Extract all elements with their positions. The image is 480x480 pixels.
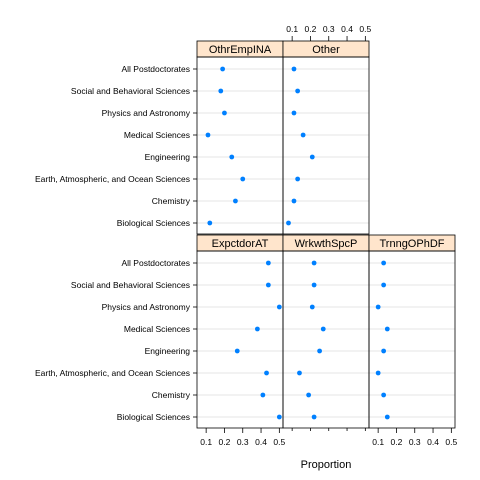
data-point [381,348,387,354]
tick-label: 0.1 [200,437,212,447]
panel-layer: OthrEmpINA Other ExpctdorAT WrkwthSpcP Trnng… [196,40,456,429]
category-label: Biological Sciences [117,218,190,228]
data-point [309,154,315,160]
data-point [265,260,271,266]
category-label: All Postdoctorates [121,64,190,74]
data-point [264,370,269,376]
data-point [297,370,302,376]
data-point [311,414,317,420]
tick-label: 0.1 [372,437,384,447]
tick-label: 0.2 [305,24,317,34]
data-point [311,282,317,288]
category-label: All Postdoctorates [121,258,190,268]
category-label: Medical Sciences [124,130,190,140]
data-point [320,326,326,332]
tick-label: 0.3 [409,437,421,447]
category-labels: Biological Sciences Chemistry Earth, Atmos… [35,64,191,422]
tick-label: 0.2 [219,437,231,447]
axis-ticks: 0.1 0.2 0.3 0.4 0.5 0.1 0.2 0.3 0.4 0.5 0.1 0.2 0.3 0… [193,24,458,447]
data-point [222,110,227,116]
tick-label: 0.2 [391,437,403,447]
panel-strip-label: ExpctdorAT [212,238,269,250]
panel-border [368,250,456,429]
data-point [311,260,317,266]
data-point [234,348,240,354]
data-point [286,220,291,226]
data-point [291,198,297,204]
data-point [306,392,312,398]
tick-label: 0.3 [323,24,335,34]
panel-border [282,250,370,429]
panel-strip-label: OthrEmpINA [209,44,272,56]
panel-strip-label: WrkwthSpcP [295,238,358,250]
data-point [218,88,224,94]
category-label: Medical Sciences [124,324,190,334]
category-label: Physics and Astronomy [102,302,191,312]
category-label: Chemistry [152,196,191,206]
data-point [309,304,315,310]
data-point [375,304,381,310]
data-point [220,66,226,72]
category-label: Biological Sciences [117,412,190,422]
category-label: Engineering [145,346,191,356]
panel-strip-label: TrnngOPhDF [379,238,444,250]
data-point [295,176,301,182]
tick-label: 0.4 [427,437,439,447]
category-label: Earth, Atmospheric, and Ocean Sciences [35,368,190,378]
panel-strip-label: Other [312,44,340,56]
data-point [317,348,322,354]
data-point [291,66,297,72]
data-point [207,220,213,226]
category-label: Engineering [145,152,191,162]
tick-label: 0.5 [359,24,371,34]
tick-label: 0.1 [286,24,298,34]
data-point [260,392,266,398]
data-point [300,132,306,138]
data-point [291,110,297,116]
data-point [381,392,387,398]
data-point [265,282,271,288]
tick-label: 0.3 [237,437,249,447]
category-label: Physics and Astronomy [102,108,191,118]
data-point [381,282,387,288]
tick-label: 0.4 [341,24,353,34]
category-label: Social and Behavioral Sciences [71,280,190,290]
category-label: Social and Behavioral Sciences [71,86,190,96]
data-point [276,304,282,310]
tick-label: 0.5 [273,437,285,447]
panel-border [282,56,370,235]
data-point [384,326,390,332]
data-point [229,154,235,160]
data-point [375,370,381,376]
data-point [276,414,282,420]
panel-border [196,250,284,429]
tick-label: 0.5 [445,437,457,447]
x-axis-title: Proportion [301,459,352,471]
data-point [381,260,387,266]
category-label: Chemistry [152,390,191,400]
data-point [295,88,301,94]
category-label: Earth, Atmospheric, and Ocean Sciences [35,174,190,184]
tick-label: 0.4 [255,437,267,447]
data-point [384,414,390,420]
panel-border [196,56,284,235]
data-point [254,326,260,332]
data-point [240,176,246,182]
data-point [233,198,238,204]
data-point [205,132,211,138]
